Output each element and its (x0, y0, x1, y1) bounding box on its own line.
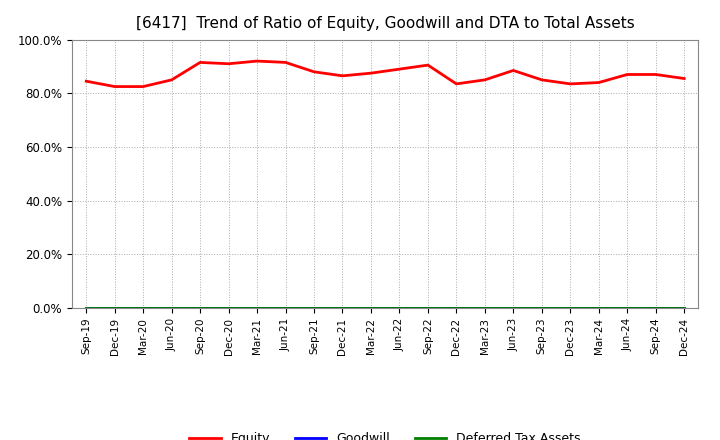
Equity (139, 84, 148, 89)
Equity (395, 66, 404, 72)
Deferred Tax Assets (225, 305, 233, 311)
Equity (680, 76, 688, 81)
Equity (623, 72, 631, 77)
Equity (566, 81, 575, 87)
Equity (196, 60, 204, 65)
Deferred Tax Assets (366, 305, 375, 311)
Equity (253, 59, 261, 64)
Deferred Tax Assets (82, 305, 91, 311)
Goodwill (480, 305, 489, 310)
Goodwill (366, 305, 375, 310)
Goodwill (509, 305, 518, 310)
Deferred Tax Assets (623, 305, 631, 311)
Line: Equity: Equity (86, 61, 684, 87)
Deferred Tax Assets (595, 305, 603, 311)
Goodwill (537, 305, 546, 310)
Equity (452, 81, 461, 87)
Goodwill (139, 305, 148, 310)
Equity (225, 61, 233, 66)
Deferred Tax Assets (652, 305, 660, 311)
Equity (282, 60, 290, 65)
Goodwill (282, 305, 290, 310)
Goodwill (566, 305, 575, 310)
Goodwill (110, 305, 119, 310)
Goodwill (310, 305, 318, 310)
Deferred Tax Assets (110, 305, 119, 311)
Equity (366, 70, 375, 76)
Deferred Tax Assets (282, 305, 290, 311)
Equity (82, 79, 91, 84)
Goodwill (253, 305, 261, 310)
Equity (338, 73, 347, 78)
Equity (167, 77, 176, 82)
Deferred Tax Assets (310, 305, 318, 311)
Equity (652, 72, 660, 77)
Deferred Tax Assets (167, 305, 176, 311)
Deferred Tax Assets (480, 305, 489, 311)
Equity (595, 80, 603, 85)
Deferred Tax Assets (537, 305, 546, 311)
Deferred Tax Assets (423, 305, 432, 311)
Title: [6417]  Trend of Ratio of Equity, Goodwill and DTA to Total Assets: [6417] Trend of Ratio of Equity, Goodwil… (136, 16, 634, 32)
Equity (423, 62, 432, 68)
Goodwill (338, 305, 347, 310)
Goodwill (196, 305, 204, 310)
Deferred Tax Assets (196, 305, 204, 311)
Deferred Tax Assets (566, 305, 575, 311)
Goodwill (423, 305, 432, 310)
Deferred Tax Assets (139, 305, 148, 311)
Deferred Tax Assets (452, 305, 461, 311)
Goodwill (225, 305, 233, 310)
Legend: Equity, Goodwill, Deferred Tax Assets: Equity, Goodwill, Deferred Tax Assets (184, 427, 586, 440)
Deferred Tax Assets (253, 305, 261, 311)
Deferred Tax Assets (509, 305, 518, 311)
Deferred Tax Assets (680, 305, 688, 311)
Equity (110, 84, 119, 89)
Goodwill (452, 305, 461, 310)
Goodwill (82, 305, 91, 310)
Deferred Tax Assets (338, 305, 347, 311)
Equity (537, 77, 546, 82)
Equity (310, 69, 318, 74)
Deferred Tax Assets (395, 305, 404, 311)
Goodwill (595, 305, 603, 310)
Equity (480, 77, 489, 82)
Goodwill (623, 305, 631, 310)
Goodwill (395, 305, 404, 310)
Equity (509, 68, 518, 73)
Goodwill (167, 305, 176, 310)
Goodwill (680, 305, 688, 310)
Goodwill (652, 305, 660, 310)
